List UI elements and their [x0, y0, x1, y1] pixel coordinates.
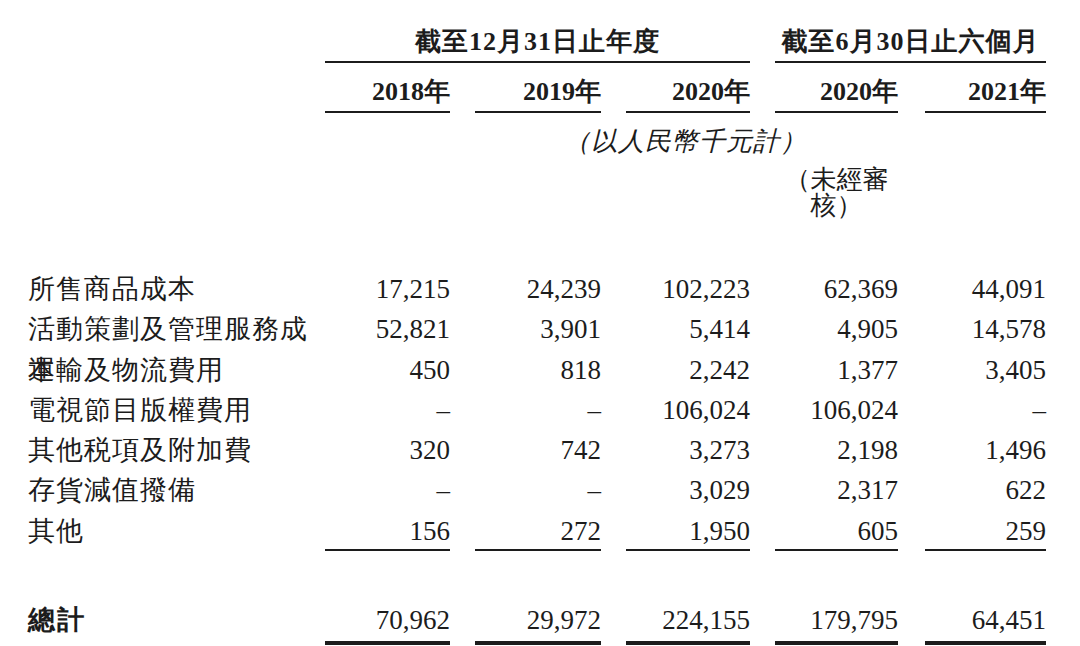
- cell-value: 2,317: [775, 470, 898, 510]
- total-value: 179,795: [775, 607, 898, 634]
- table-row-others: 其他 156 272 1,950 605 259: [28, 511, 1046, 551]
- column-group-year-ended-dec31: 截至12月31日止年度: [325, 28, 750, 63]
- cell-value: –: [475, 390, 601, 430]
- cell-value: 320: [325, 430, 450, 470]
- double-rule: [475, 641, 601, 646]
- cell-value: 605: [775, 511, 898, 551]
- total-value: 224,155: [626, 607, 750, 634]
- column-group-gap: [750, 28, 775, 63]
- cell-value: 24,239: [475, 269, 601, 309]
- double-rule: [775, 641, 898, 646]
- cell-value: 3,405: [925, 350, 1046, 390]
- row-label: 電視節目版權費用: [28, 390, 325, 430]
- cell-value: 3,273: [626, 430, 750, 470]
- cell-value: 450: [325, 350, 450, 390]
- cell-value: 622: [925, 470, 1046, 510]
- cell-value: 1,950: [626, 511, 750, 551]
- total-label: 總計: [28, 607, 325, 634]
- cell-value: –: [325, 390, 450, 430]
- row-label: 存貨減值撥備: [28, 470, 325, 510]
- cell-value: 259: [925, 511, 1046, 551]
- cell-value: 818: [475, 350, 601, 390]
- cell-value: 1,496: [925, 430, 1046, 470]
- cell-value: 1,377: [775, 350, 898, 390]
- row-label: 其他: [28, 511, 325, 551]
- table-header-groups: 截至12月31日止年度 截至6月30日止六個月: [325, 28, 1046, 63]
- cell-value: 5,414: [626, 309, 750, 349]
- cell-value: 2,242: [626, 350, 750, 390]
- table-row-event-planning-service-cost: 活動策劃及管理服務成本 52,821 3,901 5,414 4,905 14,…: [28, 309, 1046, 349]
- double-rule: [325, 641, 450, 646]
- table-row-other-taxes-surcharges: 其他税項及附加費 320 742 3,273 2,198 1,496: [28, 430, 1046, 470]
- cell-value: –: [325, 470, 450, 510]
- column-group-six-months-jun30: 截至6月30日止六個月: [775, 28, 1046, 63]
- cell-value: 106,024: [775, 390, 898, 430]
- column-group-label: 截至6月30日止六個月: [782, 27, 1040, 56]
- table-row-inventory-impairment: 存貨減值撥備 – – 3,029 2,317 622: [28, 470, 1046, 510]
- table-row-tv-programme-copyright: 電視節目版權費用 – – 106,024 106,024 –: [28, 390, 1046, 430]
- row-label: 所售商品成本: [28, 269, 325, 309]
- table-year-header-row: 2018年 2019年 2020年 2020年 2021年: [325, 63, 1046, 113]
- cell-value: –: [475, 470, 601, 510]
- cell-value: 4,905: [775, 309, 898, 349]
- cell-value: –: [925, 390, 1046, 430]
- table-row-cost-of-goods-sold: 所售商品成本 17,215 24,239 102,223 62,369 44,0…: [28, 269, 1046, 309]
- cell-value: 3,901: [475, 309, 601, 349]
- cell-value: 102,223: [626, 269, 750, 309]
- cell-value: 52,821: [325, 309, 450, 349]
- double-rule: [626, 641, 750, 646]
- currency-unit-note: （以人民幣千元計）: [325, 129, 1046, 155]
- double-rule: [925, 641, 1046, 646]
- cell-value: 742: [475, 430, 601, 470]
- total-double-rule-row: [325, 641, 1046, 646]
- total-value: 70,962: [325, 607, 450, 634]
- cell-value: 106,024: [626, 390, 750, 430]
- year-header-2020-interim: 2020年: [775, 63, 898, 113]
- table-total-row: 總計 70,962 29,972 224,155 179,795 64,451: [28, 607, 1046, 634]
- table-row-transport-logistics: 運輸及物流費用 450 818 2,242 1,377 3,405: [28, 350, 1046, 390]
- row-label: 運輸及物流費用: [28, 350, 325, 390]
- unaudited-note: （未經審核）: [775, 167, 898, 219]
- cell-value: 44,091: [925, 269, 1046, 309]
- year-header-2019: 2019年: [475, 63, 601, 113]
- cell-value: 3,029: [626, 470, 750, 510]
- row-label: 活動策劃及管理服務成本: [28, 309, 325, 349]
- cell-value: 2,198: [775, 430, 898, 470]
- year-header-2021-interim: 2021年: [925, 63, 1046, 113]
- cell-value: 62,369: [775, 269, 898, 309]
- row-label: 其他税項及附加費: [28, 430, 325, 470]
- total-value: 64,451: [925, 607, 1046, 634]
- column-group-label: 截至12月31日止年度: [415, 27, 660, 56]
- total-value: 29,972: [475, 607, 601, 634]
- table-body: 所售商品成本 17,215 24,239 102,223 62,369 44,0…: [28, 269, 1046, 551]
- financial-cost-table-page: 截至12月31日止年度 截至6月30日止六個月 2018年 2019年 2020…: [0, 0, 1080, 646]
- cell-value: 14,578: [925, 309, 1046, 349]
- year-header-2018: 2018年: [325, 63, 450, 113]
- year-header-2020: 2020年: [626, 63, 750, 113]
- cell-value: 272: [475, 511, 601, 551]
- cell-value: 17,215: [325, 269, 450, 309]
- cell-value: 156: [325, 511, 450, 551]
